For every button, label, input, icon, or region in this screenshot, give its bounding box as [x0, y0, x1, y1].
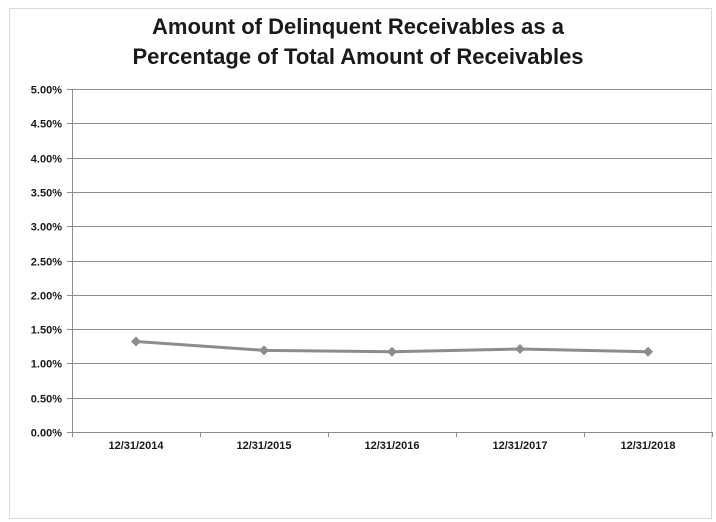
- y-tick-label: 0.00%: [31, 428, 62, 440]
- chart-frame: [9, 8, 712, 519]
- y-tick-label: 4.00%: [31, 154, 62, 166]
- y-tick-label: 4.50%: [31, 119, 62, 131]
- x-tick-label: 12/31/2014: [108, 440, 164, 452]
- chart-title-line-2: Percentage of Total Amount of Receivable…: [132, 44, 584, 69]
- y-tick-label: 2.00%: [31, 291, 62, 303]
- y-tick-label: 0.50%: [31, 394, 62, 406]
- data-point: [131, 336, 141, 347]
- y-tick-label: 3.50%: [31, 188, 62, 200]
- x-tick-label: 12/31/2017: [492, 440, 547, 452]
- x-tick-label: 12/31/2015: [236, 440, 291, 452]
- y-tick-label: 2.50%: [31, 257, 62, 269]
- x-tick-label: 12/31/2016: [364, 440, 419, 452]
- data-point: [259, 345, 269, 356]
- data-point: [643, 346, 653, 357]
- y-tick-label: 1.00%: [31, 359, 62, 371]
- y-tick-label: 1.50%: [31, 325, 62, 337]
- y-tick-label: 3.00%: [31, 222, 62, 234]
- x-tick-label: 12/31/2018: [620, 440, 675, 452]
- y-tick-label: 5.00%: [31, 85, 62, 97]
- data-point: [387, 346, 397, 357]
- chart-title: Amount of Delinquent Receivables as a Pe…: [0, 12, 716, 72]
- chart-title-line-1: Amount of Delinquent Receivables as a: [152, 14, 564, 39]
- data-point: [515, 343, 525, 354]
